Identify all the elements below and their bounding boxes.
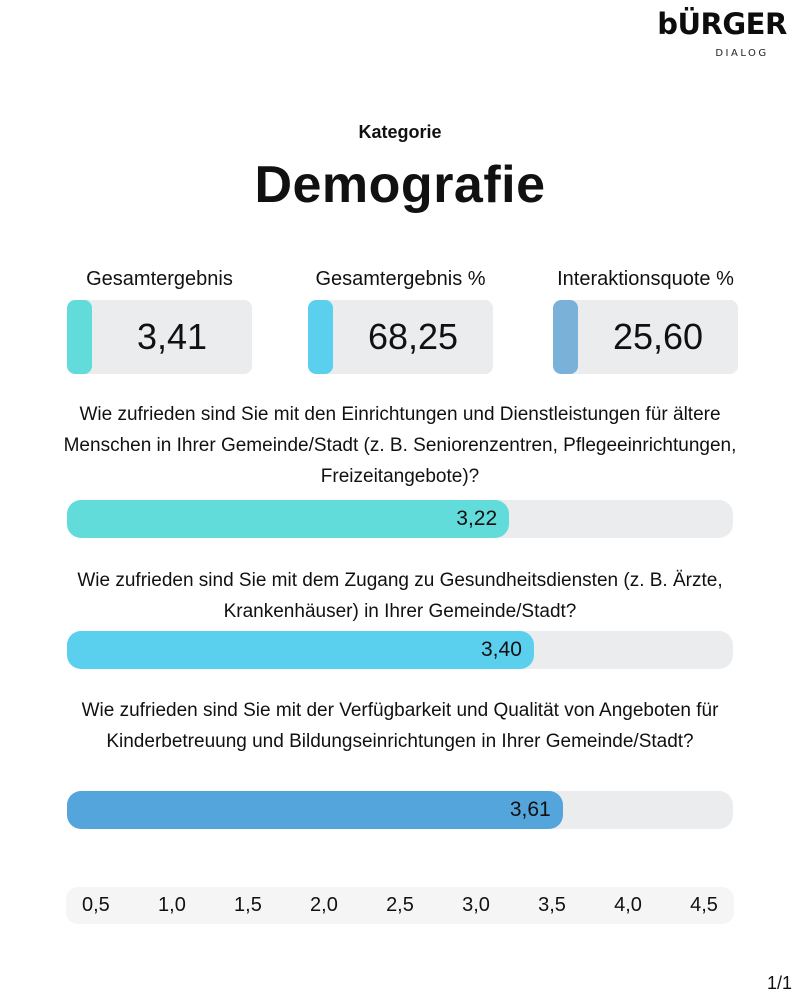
kpi-label: Interaktionsquote % [557,268,734,290]
bar-value-label-2: 3,40 [481,638,522,661]
scale-tick: 0,5 [82,894,110,916]
page-title: Demografie [254,156,546,214]
bar-value-label-3: 3,61 [509,798,551,821]
bar-track-2: 3,40 [67,631,733,669]
kpi-gesamtergebnis: Gesamtergebnis 3,41 [67,268,252,374]
kpi-accent [553,300,578,374]
scale-tick: 4,5 [690,894,718,916]
kpi-value: 68,25 [367,316,459,357]
logo-sub: DIALOG [715,48,769,59]
kpi-gesamtergebnis-percent: Gesamtergebnis % 68,25 [308,268,493,374]
page-number: 1/1 [766,973,792,993]
bar-track-3: 3,61 [67,791,733,829]
kpi-box: 25,60 [553,300,738,374]
kpi-label: Gesamtergebnis % [315,268,486,290]
kpi-label: Gesamtergebnis [86,268,233,290]
question-1: Wie zufrieden sind Sie mit den Einrichtu… [63,404,737,487]
logo: bÜRGER DIALOG [652,8,792,59]
scale-tick: 1,5 [234,894,262,916]
logo-main: bÜRGER [657,7,787,41]
bar-1: 3,22 [67,500,510,538]
bar-value-label-1: 3,22 [456,507,498,530]
kpi-accent [67,300,92,374]
kpi-interaktionsquote: Interaktionsquote % 25,60 [553,268,738,374]
scale-axis: 0,5 1,0 1,5 2,0 2,5 3,0 3,5 4,0 4,5 [66,887,734,924]
category-label: Kategorie [358,122,442,142]
kpi-accent [308,300,333,374]
kpi-box: 3,41 [67,300,252,374]
scale-tick: 2,0 [310,894,338,916]
bar-2: 3,40 [67,631,534,669]
scale-tick: 2,5 [386,894,414,916]
kpi-value: 3,41 [136,316,208,357]
scale-tick: 3,0 [462,894,490,916]
bar-track-1: 3,22 [67,500,733,538]
kpi-box: 68,25 [308,300,493,374]
question-2: Wie zufrieden sind Sie mit dem Zugang zu… [77,570,723,622]
scale-tick: 3,5 [538,894,566,916]
kpi-value: 25,60 [612,316,704,357]
scale-tick: 1,0 [158,894,186,916]
scale-tick: 4,0 [614,894,642,916]
bar-3: 3,61 [67,791,563,829]
question-3: Wie zufrieden sind Sie mit der Verfügbar… [81,700,719,752]
